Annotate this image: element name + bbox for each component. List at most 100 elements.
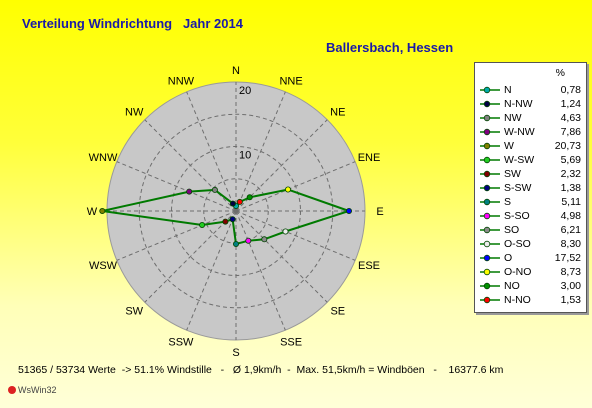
ring-label-10: 10 (239, 150, 251, 162)
legend-value-N-NW: 1,24 (560, 98, 581, 110)
legend-dot-N (483, 86, 491, 94)
legend-row-NO: NO 3,00 (475, 279, 586, 293)
legend-marker-O-NO (480, 268, 500, 276)
station-location: Ballersbach, Hessen (326, 40, 454, 55)
legend-label-N-NW: N-NW (504, 98, 533, 110)
legend-row-W-SW: W-SW 5,69 (475, 153, 586, 167)
point-SO (261, 236, 268, 243)
legend-label-SW: SW (504, 168, 521, 180)
legend-marker-O (480, 254, 500, 262)
legend-dot-W-NW (483, 128, 491, 136)
legend-label-N: N (504, 84, 512, 96)
point-SW (222, 218, 229, 225)
grid-spoke-NW (144, 119, 237, 212)
legend-value-SW: 2,32 (560, 168, 581, 180)
grid-spoke-NNE (235, 91, 286, 212)
legend-value-S: 5,11 (561, 196, 581, 208)
compass-label-WSW: WSW (89, 260, 118, 272)
compass-label-ESE: ESE (358, 260, 380, 272)
legend-value-NO: 3,00 (560, 280, 581, 292)
legend-label-W-SW: W-SW (504, 154, 535, 166)
legend-row-N-NW: N-NW 1,24 (475, 97, 586, 111)
legend-dot-W-SW (483, 156, 491, 164)
legend-dot-O (483, 254, 491, 262)
compass-label-E: E (376, 206, 383, 218)
grid-ring-3 (138, 113, 334, 309)
point-W-NW (186, 188, 193, 195)
grid-spoke-SSE (235, 210, 286, 331)
compass-label-NW: NW (125, 106, 144, 118)
legend-marker-NW (480, 114, 500, 122)
legend-label-W: W (504, 140, 514, 152)
legend-marker-N-NO (480, 296, 500, 304)
legend-value-W-NW: 7,86 (560, 126, 581, 138)
legend-label-N-NO: N-NO (504, 294, 531, 306)
legend-dot-NO (483, 282, 491, 290)
legend-row-O: O 17,52 (475, 251, 586, 265)
legend-value-N: 0,78 (560, 84, 581, 96)
point-NW (211, 186, 218, 193)
legend-marker-W-SW (480, 156, 500, 164)
legend-marker-S-SW (480, 184, 500, 192)
point-W-SW (199, 221, 206, 228)
legend-marker-W (480, 142, 500, 150)
point-NO (246, 194, 253, 201)
legend-row-SW: SW 2,32 (475, 167, 586, 181)
legend-label-S-SO: S-SO (504, 210, 530, 222)
legend-value-S-SO: 4,98 (560, 210, 581, 222)
legend-label-W-NW: W-NW (504, 126, 535, 138)
legend-label-SO: SO (504, 224, 520, 236)
legend-marker-SO (480, 226, 500, 234)
chart-title: Verteilung Windrichtung Jahr 2014 (22, 16, 243, 31)
legend-dot-O-NO (483, 268, 491, 276)
point-W (99, 207, 106, 214)
legend-dot-NW (483, 114, 491, 122)
compass-label-SE: SE (330, 306, 345, 318)
legend-dot-S (483, 198, 491, 206)
grid-spoke-NNW (186, 91, 237, 212)
compass-label-NNW: NNW (168, 76, 195, 88)
legend-row-SO: SO 6,21 (475, 223, 586, 237)
point-S (232, 240, 239, 247)
legend-row-W: W 20,73 (475, 139, 586, 153)
legend-unit: % (555, 67, 565, 79)
point-N-NO (236, 198, 243, 205)
legend-dot-S-SO (483, 212, 491, 220)
legend-row-O-NO: O-NO 8,73 (475, 265, 586, 279)
compass-label-WNW: WNW (89, 152, 118, 164)
legend-dot-N-NO (483, 296, 491, 304)
legend-label-NO: NO (504, 280, 520, 292)
compass-label-W: W (87, 206, 98, 218)
compass-label-NE: NE (330, 106, 345, 118)
legend-label-O-NO: O-NO (504, 266, 532, 278)
credit-text: WsWin32 (18, 385, 57, 395)
legend: % N 0,78 N-NW 1,24 NW 4,63 W-NW 7,86 W 20,73 W-SW 5… (474, 62, 587, 313)
legend-row-S: S 5,11 (475, 195, 586, 209)
legend-marker-O-SO (480, 240, 500, 248)
point-S-SW (229, 216, 236, 223)
footer-stats: 51365 / 53734 Werte -> 51.1% Windstille … (18, 364, 504, 376)
legend-marker-N-NW (480, 100, 500, 108)
legend-dot-N-NW (483, 100, 491, 108)
legend-row-N: N 0,78 (475, 83, 586, 97)
grid-spoke-SSW (186, 210, 237, 331)
point-O-NO (284, 186, 291, 193)
legend-row-S-SO: S-SO 4,98 (475, 209, 586, 223)
legend-marker-N (480, 86, 500, 94)
legend-value-S-SW: 1,38 (560, 182, 581, 194)
legend-label-NW: NW (504, 112, 522, 124)
legend-dot-SO (483, 226, 491, 234)
compass-label-SSE: SSE (280, 336, 302, 348)
legend-marker-S-SO (480, 212, 500, 220)
legend-value-O: 17,52 (554, 252, 581, 264)
legend-row-S-SW: S-SW 1,38 (475, 181, 586, 195)
grid-spoke-WSW (116, 210, 237, 261)
compass-label-S: S (232, 347, 239, 359)
legend-dot-W (483, 142, 491, 150)
legend-value-NW: 4,63 (560, 112, 581, 124)
legend-marker-S (480, 198, 500, 206)
legend-label-S: S (504, 196, 512, 208)
legend-marker-W-NW (480, 128, 500, 136)
